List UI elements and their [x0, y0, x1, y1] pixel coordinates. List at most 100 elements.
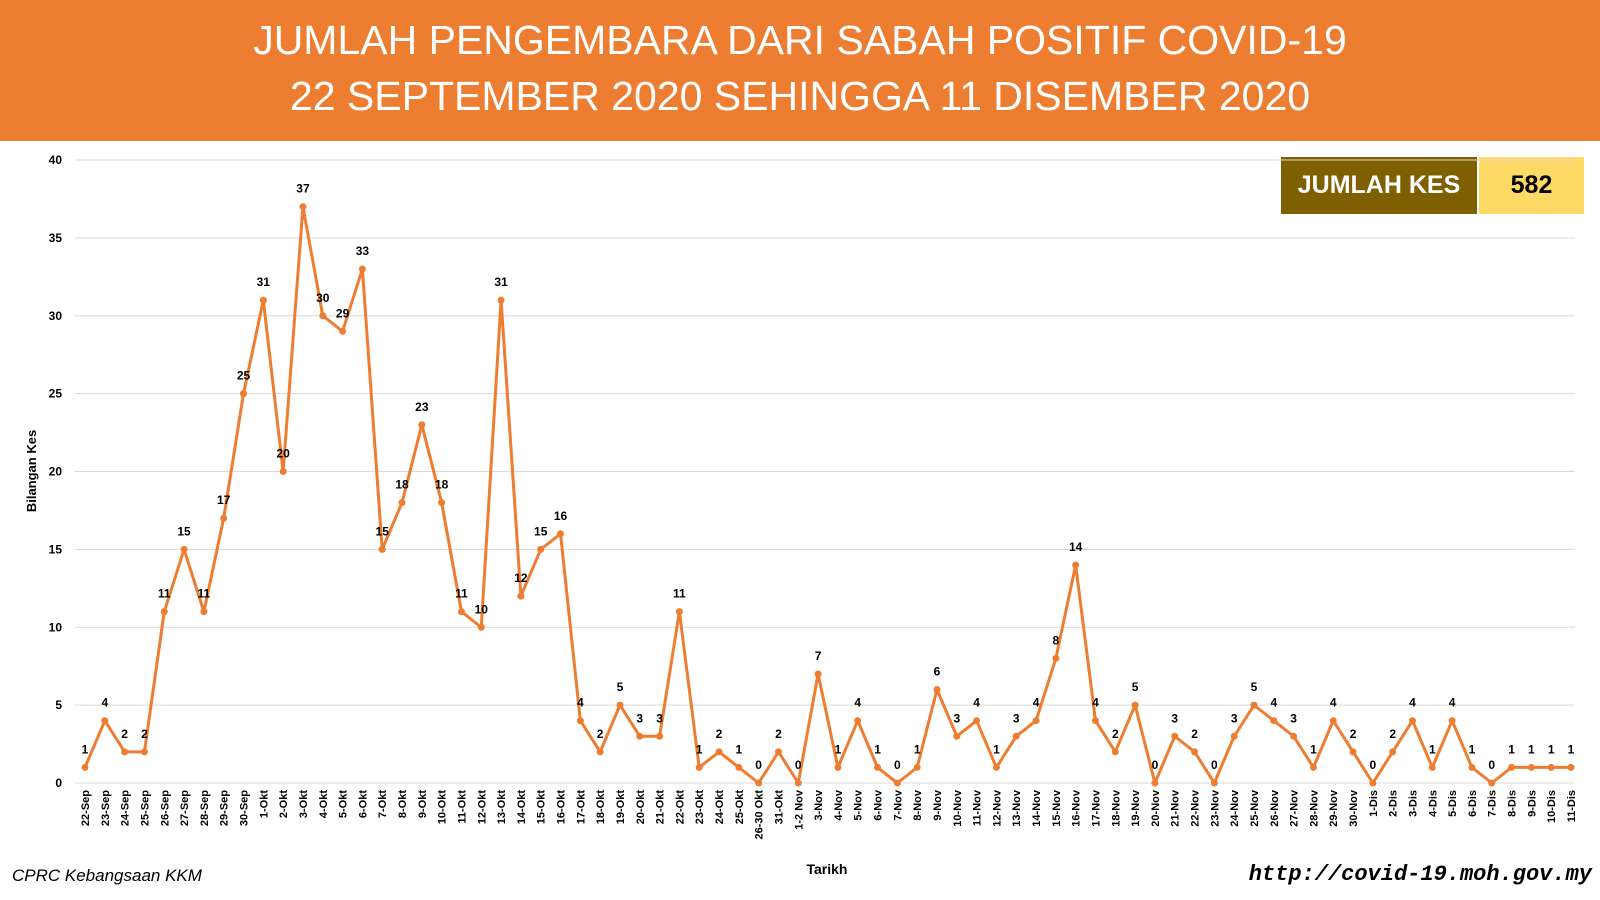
data-point: [1270, 717, 1278, 725]
data-label: 2: [121, 727, 128, 741]
x-tick-label: 3-Okt: [298, 790, 310, 818]
data-points: [81, 203, 1575, 787]
data-label: 4: [1033, 696, 1040, 710]
data-label: 4: [1409, 696, 1416, 710]
y-tick-label: 15: [49, 542, 63, 556]
data-point: [358, 265, 366, 273]
y-tick-label: 30: [49, 309, 63, 323]
data-label: 4: [854, 696, 861, 710]
x-tick-label: 7-Okt: [377, 790, 389, 818]
x-tick-label: 29-Nov: [1328, 789, 1340, 827]
x-tick-label: 23-Okt: [694, 790, 706, 825]
x-tick-label: 16-Okt: [556, 790, 568, 825]
data-point: [834, 763, 842, 771]
data-point: [200, 608, 208, 616]
x-tick-label: 28-Sep: [199, 790, 211, 826]
data-label: 11: [158, 587, 171, 601]
data-point: [1111, 748, 1119, 756]
x-tick-label: 6-Nov: [873, 789, 885, 820]
data-point: [814, 670, 822, 678]
data-point: [1210, 779, 1218, 787]
x-tick-label: 27-Nov: [1289, 789, 1301, 827]
data-label: 10: [475, 602, 489, 616]
y-tick-label: 40: [49, 153, 63, 167]
x-tick-label: 23-Nov: [1209, 789, 1221, 827]
x-tick-label: 30-Sep: [239, 790, 251, 826]
x-tick-label: 11-Nov: [972, 789, 984, 826]
data-point: [279, 468, 287, 475]
x-tick-label: 12-Okt: [476, 790, 488, 825]
y-tick-labels: 0 5 10 15 20 25 30 35 40: [49, 153, 63, 790]
data-point: [1250, 701, 1258, 709]
x-tick-label: 6-Okt: [357, 790, 369, 818]
x-tick-label: 30-Nov: [1348, 789, 1360, 827]
x-tick-label: 21-Nov: [1170, 789, 1182, 827]
x-tick-label: 25-Sep: [139, 790, 151, 826]
data-label: 0: [1488, 758, 1495, 772]
x-tick-label: 5-Nov: [853, 789, 865, 820]
x-tick-label: 31-Okt: [773, 790, 785, 825]
chart-subtitle: 22 SEPTEMBER 2020 SEHINGGA 11 DISEMBER 2…: [289, 73, 1311, 119]
data-point: [992, 763, 1000, 771]
x-tick-label: 9-Nov: [932, 789, 944, 820]
data-label: 1: [1469, 742, 1476, 756]
data-point: [874, 763, 882, 771]
data-point: [101, 717, 109, 725]
data-point: [755, 779, 763, 787]
x-tick-label: 16-Nov: [1071, 789, 1083, 827]
x-tick-label: 9-Dis: [1526, 790, 1538, 817]
data-point: [1072, 561, 1080, 569]
y-tick-label: 5: [55, 698, 62, 712]
x-tick-label: 7-Nov: [892, 789, 904, 820]
x-tick-label: 2-Dis: [1388, 790, 1400, 817]
data-point: [1290, 732, 1298, 740]
x-tick-label: 13-Nov: [1011, 789, 1023, 827]
data-point: [319, 312, 327, 320]
x-tick-label: 18-Nov: [1110, 789, 1122, 827]
data-point: [457, 608, 465, 616]
x-tick-label: 11-Dis: [1566, 790, 1578, 822]
data-point: [774, 748, 782, 756]
data-point: [636, 732, 644, 740]
x-tick-label: 8-Okt: [397, 790, 409, 818]
data-label: 1: [1528, 742, 1535, 756]
x-tick-label: 10-Nov: [952, 789, 964, 827]
data-label: 4: [973, 696, 980, 710]
data-label: 1: [696, 742, 703, 756]
data-label: 1: [835, 742, 842, 756]
data-label: 4: [577, 696, 584, 710]
data-point: [1369, 779, 1377, 787]
x-tick-label: 26-Nov: [1269, 789, 1281, 827]
data-label: 25: [237, 369, 251, 383]
data-label: 1: [874, 742, 881, 756]
data-point: [438, 499, 446, 507]
data-label: 14: [1069, 540, 1083, 554]
data-point: [794, 779, 802, 787]
data-label: 7: [815, 649, 822, 663]
data-label: 5: [617, 680, 624, 694]
data-label: 4: [1449, 696, 1456, 710]
data-point: [1488, 779, 1496, 787]
data-label: 0: [795, 758, 802, 772]
data-point: [497, 296, 505, 304]
x-tick-labels: 22-Sep 23-Sep 24-Sep 25-Sep 26-Sep 27-Sep 28-S…: [80, 789, 1578, 839]
data-point: [1131, 701, 1139, 709]
x-tick-label: 15-Okt: [536, 790, 548, 825]
x-tick-label: 21-Okt: [655, 790, 667, 825]
x-tick-label: 25-Okt: [734, 790, 746, 825]
data-point: [398, 499, 406, 507]
data-point: [339, 327, 347, 335]
data-label: 1: [1508, 742, 1515, 756]
data-label: 0: [1211, 758, 1218, 772]
source-url[interactable]: http://covid-19.moh.gov.my: [1248, 862, 1592, 887]
x-tick-label: 23-Sep: [100, 790, 112, 826]
data-point: [259, 296, 267, 304]
y-tick-label: 35: [49, 231, 63, 245]
x-tick-label: 20-Nov: [1150, 789, 1162, 827]
data-point: [1428, 763, 1436, 771]
x-tick-label: 4-Nov: [833, 789, 845, 820]
data-point: [1171, 732, 1179, 740]
data-label: 8: [1053, 633, 1060, 647]
data-point: [140, 748, 148, 756]
data-point: [695, 763, 703, 771]
